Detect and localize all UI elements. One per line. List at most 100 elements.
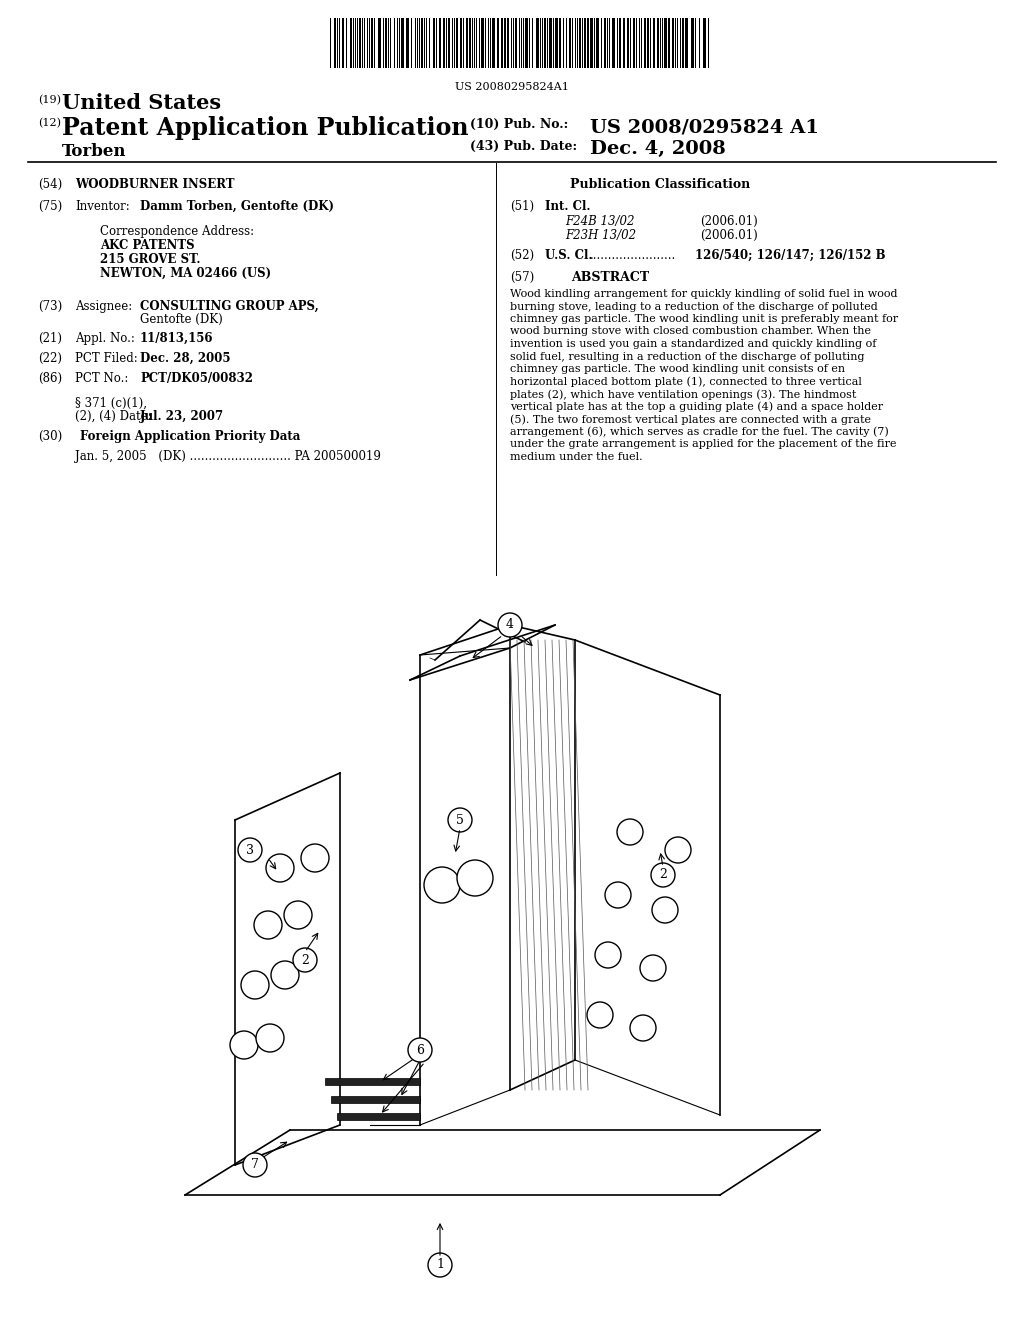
Bar xyxy=(579,18,581,69)
Text: CONSULTING GROUP APS,: CONSULTING GROUP APS, xyxy=(140,300,318,313)
Text: invention is used you gain a standardized and quickly kindling of: invention is used you gain a standardize… xyxy=(510,339,877,348)
Circle shape xyxy=(266,854,294,882)
Bar xyxy=(378,18,381,69)
Bar xyxy=(604,18,606,69)
Text: PCT Filed:: PCT Filed: xyxy=(75,352,138,366)
Circle shape xyxy=(424,867,460,903)
Bar xyxy=(618,18,621,69)
Text: Inventor:: Inventor: xyxy=(75,201,130,213)
Text: Gentofte (DK): Gentofte (DK) xyxy=(140,313,223,326)
Bar xyxy=(569,18,571,69)
Bar xyxy=(421,18,423,69)
Bar xyxy=(492,18,495,69)
Circle shape xyxy=(652,898,678,923)
Bar xyxy=(439,18,441,69)
Bar xyxy=(481,18,484,69)
Bar xyxy=(507,18,509,69)
Text: Int. Cl.: Int. Cl. xyxy=(545,201,591,213)
Bar xyxy=(525,18,528,69)
Bar xyxy=(587,18,589,69)
Bar xyxy=(325,1078,420,1085)
Text: 215 GROVE ST.: 215 GROVE ST. xyxy=(100,253,201,267)
Circle shape xyxy=(605,882,631,908)
Bar xyxy=(544,18,546,69)
Text: vertical plate has at the top a guiding plate (4) and a space holder: vertical plate has at the top a guiding … xyxy=(510,401,883,412)
Bar xyxy=(555,18,558,69)
Text: under the grate arrangement is applied for the placement of the fire: under the grate arrangement is applied f… xyxy=(510,440,896,449)
Circle shape xyxy=(457,861,493,896)
Text: US 20080295824A1: US 20080295824A1 xyxy=(455,82,569,92)
Text: ABSTRACT: ABSTRACT xyxy=(571,271,649,284)
Text: 7: 7 xyxy=(251,1159,259,1172)
Text: PCT No.:: PCT No.: xyxy=(75,372,128,385)
Circle shape xyxy=(665,837,691,863)
Circle shape xyxy=(595,942,621,968)
Bar xyxy=(401,18,404,69)
Text: Assignee:: Assignee: xyxy=(75,300,132,313)
Text: 126/540; 126/147; 126/152 B: 126/540; 126/147; 126/152 B xyxy=(695,249,886,261)
Bar xyxy=(549,18,552,69)
Bar xyxy=(653,18,655,69)
Bar xyxy=(685,18,688,69)
Text: solid fuel, resulting in a reduction of the discharge of polluting: solid fuel, resulting in a reduction of … xyxy=(510,351,864,362)
Bar xyxy=(515,18,517,69)
Bar xyxy=(627,18,629,69)
Text: (21): (21) xyxy=(38,333,62,345)
Bar xyxy=(501,18,503,69)
Circle shape xyxy=(630,1015,656,1041)
Bar xyxy=(456,18,458,69)
Bar xyxy=(449,18,450,69)
Text: Torben: Torben xyxy=(62,143,127,160)
Circle shape xyxy=(238,838,262,862)
Text: AKC PATENTS: AKC PATENTS xyxy=(100,239,195,252)
Text: chimney gas particle. The wood kindling unit consists of en: chimney gas particle. The wood kindling … xyxy=(510,364,845,374)
Circle shape xyxy=(428,1253,452,1276)
Bar xyxy=(342,18,344,69)
Text: (22): (22) xyxy=(38,352,62,366)
Text: burning stove, leading to a reduction of the discharge of polluted: burning stove, leading to a reduction of… xyxy=(510,301,878,312)
Circle shape xyxy=(617,818,643,845)
Bar xyxy=(703,18,706,69)
Text: 6: 6 xyxy=(416,1044,424,1056)
Bar xyxy=(433,18,435,69)
Bar xyxy=(406,18,409,69)
Bar xyxy=(590,18,593,69)
Bar xyxy=(337,1113,420,1119)
Circle shape xyxy=(498,612,522,638)
Bar xyxy=(443,18,445,69)
Circle shape xyxy=(241,972,269,999)
Text: (73): (73) xyxy=(38,300,62,313)
Bar xyxy=(633,18,635,69)
Bar xyxy=(657,18,659,69)
Text: U.S. Cl.: U.S. Cl. xyxy=(545,249,593,261)
Bar xyxy=(359,18,361,69)
Bar xyxy=(559,18,561,69)
Text: horizontal placed bottom plate (1), connected to three vertical: horizontal placed bottom plate (1), conn… xyxy=(510,376,862,387)
Bar xyxy=(385,18,387,69)
Text: 2: 2 xyxy=(659,869,667,882)
Bar xyxy=(596,18,599,69)
Circle shape xyxy=(284,902,312,929)
Text: Patent Application Publication: Patent Application Publication xyxy=(62,116,469,140)
Text: 4: 4 xyxy=(506,619,514,631)
Circle shape xyxy=(256,1024,284,1052)
Text: § 371 (c)(1),: § 371 (c)(1), xyxy=(75,397,147,411)
Circle shape xyxy=(230,1031,258,1059)
Bar xyxy=(682,18,684,69)
Bar xyxy=(466,18,468,69)
Text: plates (2), which have ventilation openings (3). The hindmost: plates (2), which have ventilation openi… xyxy=(510,389,856,400)
Circle shape xyxy=(254,911,282,939)
Text: (2006.01): (2006.01) xyxy=(700,228,758,242)
Circle shape xyxy=(651,863,675,887)
Circle shape xyxy=(449,808,472,832)
Text: Appl. No.:: Appl. No.: xyxy=(75,333,135,345)
Bar xyxy=(469,18,471,69)
Text: (2), (4) Date:: (2), (4) Date: xyxy=(75,411,152,422)
Text: (19): (19) xyxy=(38,95,61,106)
Bar xyxy=(612,18,615,69)
Circle shape xyxy=(640,954,666,981)
Bar xyxy=(644,18,646,69)
Text: 11/813,156: 11/813,156 xyxy=(140,333,213,345)
Bar xyxy=(664,18,667,69)
Bar xyxy=(350,18,352,69)
